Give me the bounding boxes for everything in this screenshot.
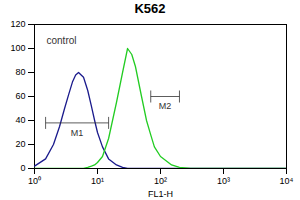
svg-text:20: 20 [15,139,25,149]
svg-text:120: 120 [10,19,25,29]
svg-text:control: control [47,35,77,46]
svg-text:M1: M1 [71,128,84,138]
svg-text:FL1-H: FL1-H [148,189,173,199]
svg-text:10¹: 10¹ [91,176,104,186]
svg-text:80: 80 [15,67,25,77]
svg-text:100: 100 [10,43,25,53]
svg-text:10⁴: 10⁴ [280,176,294,186]
html-text:K562: K562 [134,1,166,16]
svg-text:M2: M2 [159,101,172,111]
svg-text:10³: 10³ [217,176,230,186]
svg-text:60: 60 [15,91,25,101]
svg-text:10⁰: 10⁰ [28,176,41,186]
svg-text:40: 40 [15,115,25,125]
svg-text:10²: 10² [154,176,167,186]
svg-text:0: 0 [20,163,25,173]
